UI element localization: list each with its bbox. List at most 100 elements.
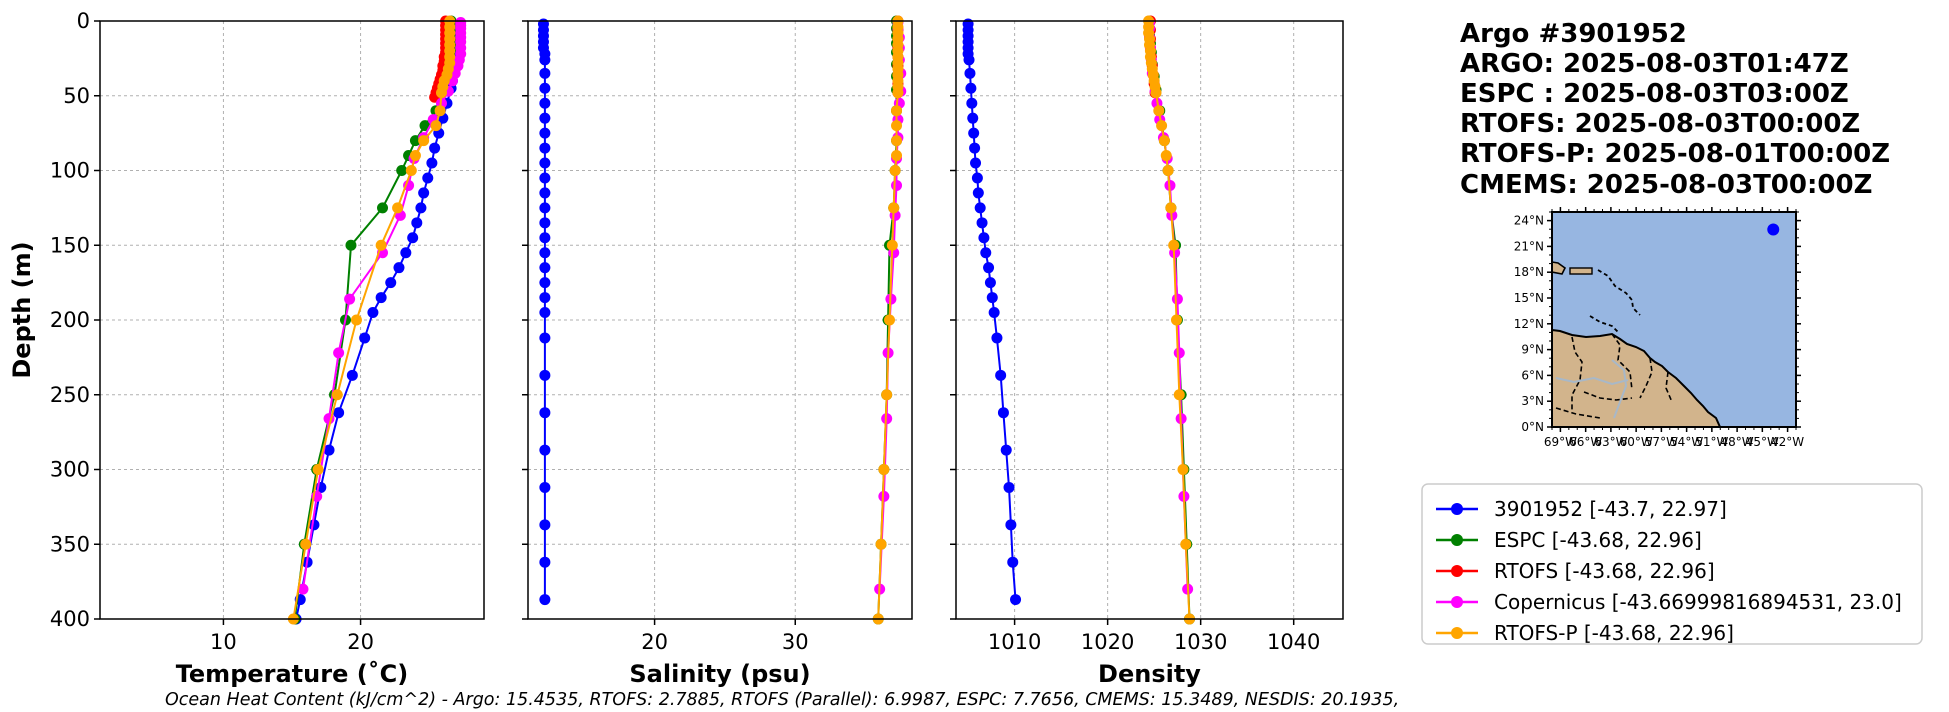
- title-line-float: Argo #3901952: [1460, 19, 1687, 49]
- data-point-argo: [415, 202, 427, 214]
- data-point-rtofs_p: [891, 105, 903, 117]
- data-point-argo: [539, 127, 551, 139]
- legend-frame: [1421, 483, 1923, 645]
- data-point-rtofs_p: [886, 239, 898, 251]
- inset-map: 0°N 3°N 6°N 9°N 12°N 15°N 18°N 21°N 24°N 69°W66°W…: [1514, 207, 1804, 449]
- data-point-rtofs_p: [883, 314, 895, 326]
- data-point-argo: [426, 157, 438, 169]
- data-point-argo: [393, 262, 405, 274]
- y-tick-label: 0: [77, 9, 90, 33]
- data-point-argo: [539, 407, 551, 419]
- data-point-argo: [967, 112, 979, 124]
- y-axis-label: Depth (m): [8, 241, 36, 378]
- x-tick-label: 1010: [988, 630, 1041, 654]
- data-point-argo: [972, 187, 984, 199]
- data-point-copernicus: [344, 293, 356, 305]
- data-point-argo: [969, 142, 981, 154]
- legend-marker-rtofs: [1451, 565, 1463, 577]
- data-point-argo: [346, 369, 358, 381]
- map-river-orinoco: [1555, 376, 1629, 386]
- data-point-argo: [539, 332, 551, 344]
- data-point-argo: [422, 172, 434, 184]
- data-point-argo: [988, 307, 1000, 319]
- map-boundary-venezuela-coast: [1589, 315, 1619, 333]
- x-tick-label: 20: [347, 630, 374, 654]
- data-point-argo: [539, 67, 551, 79]
- data-point-argo: [385, 277, 397, 289]
- data-point-argo: [539, 277, 551, 289]
- data-point-copernicus: [333, 347, 345, 359]
- data-point-argo: [984, 277, 996, 289]
- data-point-rtofs_p: [889, 165, 901, 176]
- data-point-argo: [539, 142, 551, 154]
- data-point-espc: [345, 239, 357, 251]
- legend-label-rtofs_p: RTOFS-P [-43.68, 22.96]: [1494, 621, 1734, 645]
- data-point-copernicus: [1171, 293, 1183, 305]
- map-lon-label: 42°W: [1771, 435, 1804, 449]
- data-point-argo: [539, 187, 551, 199]
- data-point-argo: [429, 142, 441, 154]
- data-point-argo: [1000, 444, 1012, 456]
- data-point-argo: [333, 407, 345, 419]
- data-point-rtofs_p: [1160, 150, 1172, 162]
- data-point-argo: [539, 247, 551, 259]
- data-point-argo: [400, 247, 412, 259]
- data-point-argo: [539, 82, 551, 94]
- map-boundary-lesser-antilles: [1597, 269, 1641, 316]
- data-point-argo: [375, 292, 387, 304]
- map-lat-label: 24°N: [1514, 214, 1544, 228]
- map-lat-label: 6°N: [1521, 368, 1544, 382]
- data-point-argo: [539, 232, 551, 244]
- data-point-argo: [539, 444, 551, 456]
- map-border-2: [1611, 333, 1633, 391]
- data-point-rtofs_p: [331, 389, 343, 401]
- data-point-argo: [966, 97, 978, 109]
- data-point-espc: [377, 202, 389, 214]
- title-line-rtofs-time: RTOFS: 2025-08-03T00:00Z: [1460, 109, 1860, 139]
- y-tick-label: 200: [50, 308, 90, 332]
- data-point-rtofs_p: [1177, 464, 1189, 475]
- map-lat-label: 21°N: [1514, 239, 1544, 253]
- map-border-1: [1571, 336, 1583, 410]
- map-lon-label: 54°W: [1670, 435, 1703, 449]
- temperature-panel: 0 50 100 150 200 250 300 350 400 10 20 Temperature …: [50, 9, 485, 688]
- data-point-argo: [539, 369, 551, 381]
- legend: 3901952 [-43.7, 22.97] ESPC [-43.68, 22.9…: [1421, 483, 1923, 645]
- x-tick-label: 1020: [1081, 630, 1134, 654]
- data-point-rtofs_p: [891, 135, 903, 147]
- data-point-argo: [411, 217, 423, 229]
- data-point-rtofs_p: [392, 202, 404, 214]
- data-point-argo: [539, 594, 551, 606]
- y-tick-label: 250: [50, 383, 90, 407]
- data-point-rtofs_p: [1168, 239, 1180, 251]
- data-point-argo: [983, 262, 995, 274]
- data-point-rtofs_p: [350, 314, 362, 326]
- map-lat-label: 0°N: [1521, 420, 1544, 434]
- map-frame: [1551, 211, 1797, 428]
- data-point-argo: [539, 172, 551, 184]
- y-tick-label: 50: [63, 84, 90, 108]
- data-point-argo: [986, 292, 998, 304]
- map-border-5: [1583, 391, 1633, 401]
- map-lon-label: 57°W: [1645, 435, 1678, 449]
- data-point-argo: [359, 332, 371, 344]
- density-panel: 1010 1020 1030 1040 Density: [950, 15, 1344, 688]
- y-tick-label: 150: [50, 233, 90, 257]
- x-tick-label: 10: [210, 630, 237, 654]
- data-point-argo: [964, 67, 976, 79]
- x-axis-label: Temperature (˚C): [176, 660, 409, 688]
- data-point-argo: [965, 82, 977, 94]
- x-tick-label: 1030: [1174, 630, 1227, 654]
- map-lat-label: 12°N: [1514, 317, 1544, 331]
- map-lon-label: 69°W: [1544, 435, 1577, 449]
- data-point-argo: [539, 157, 551, 169]
- data-point-argo: [974, 202, 986, 214]
- data-point-rtofs_p: [878, 464, 890, 475]
- map-lon-label: 48°W: [1721, 435, 1754, 449]
- map-lon-label: 51°W: [1695, 435, 1728, 449]
- data-point-rtofs_p: [1158, 135, 1170, 147]
- data-point-argo: [539, 97, 551, 109]
- legend-label-copernicus: Copernicus [-43.66999816894531, 23.0]: [1494, 590, 1902, 614]
- title-line-espc-time: ESPC : 2025-08-03T03:00Z: [1460, 79, 1849, 109]
